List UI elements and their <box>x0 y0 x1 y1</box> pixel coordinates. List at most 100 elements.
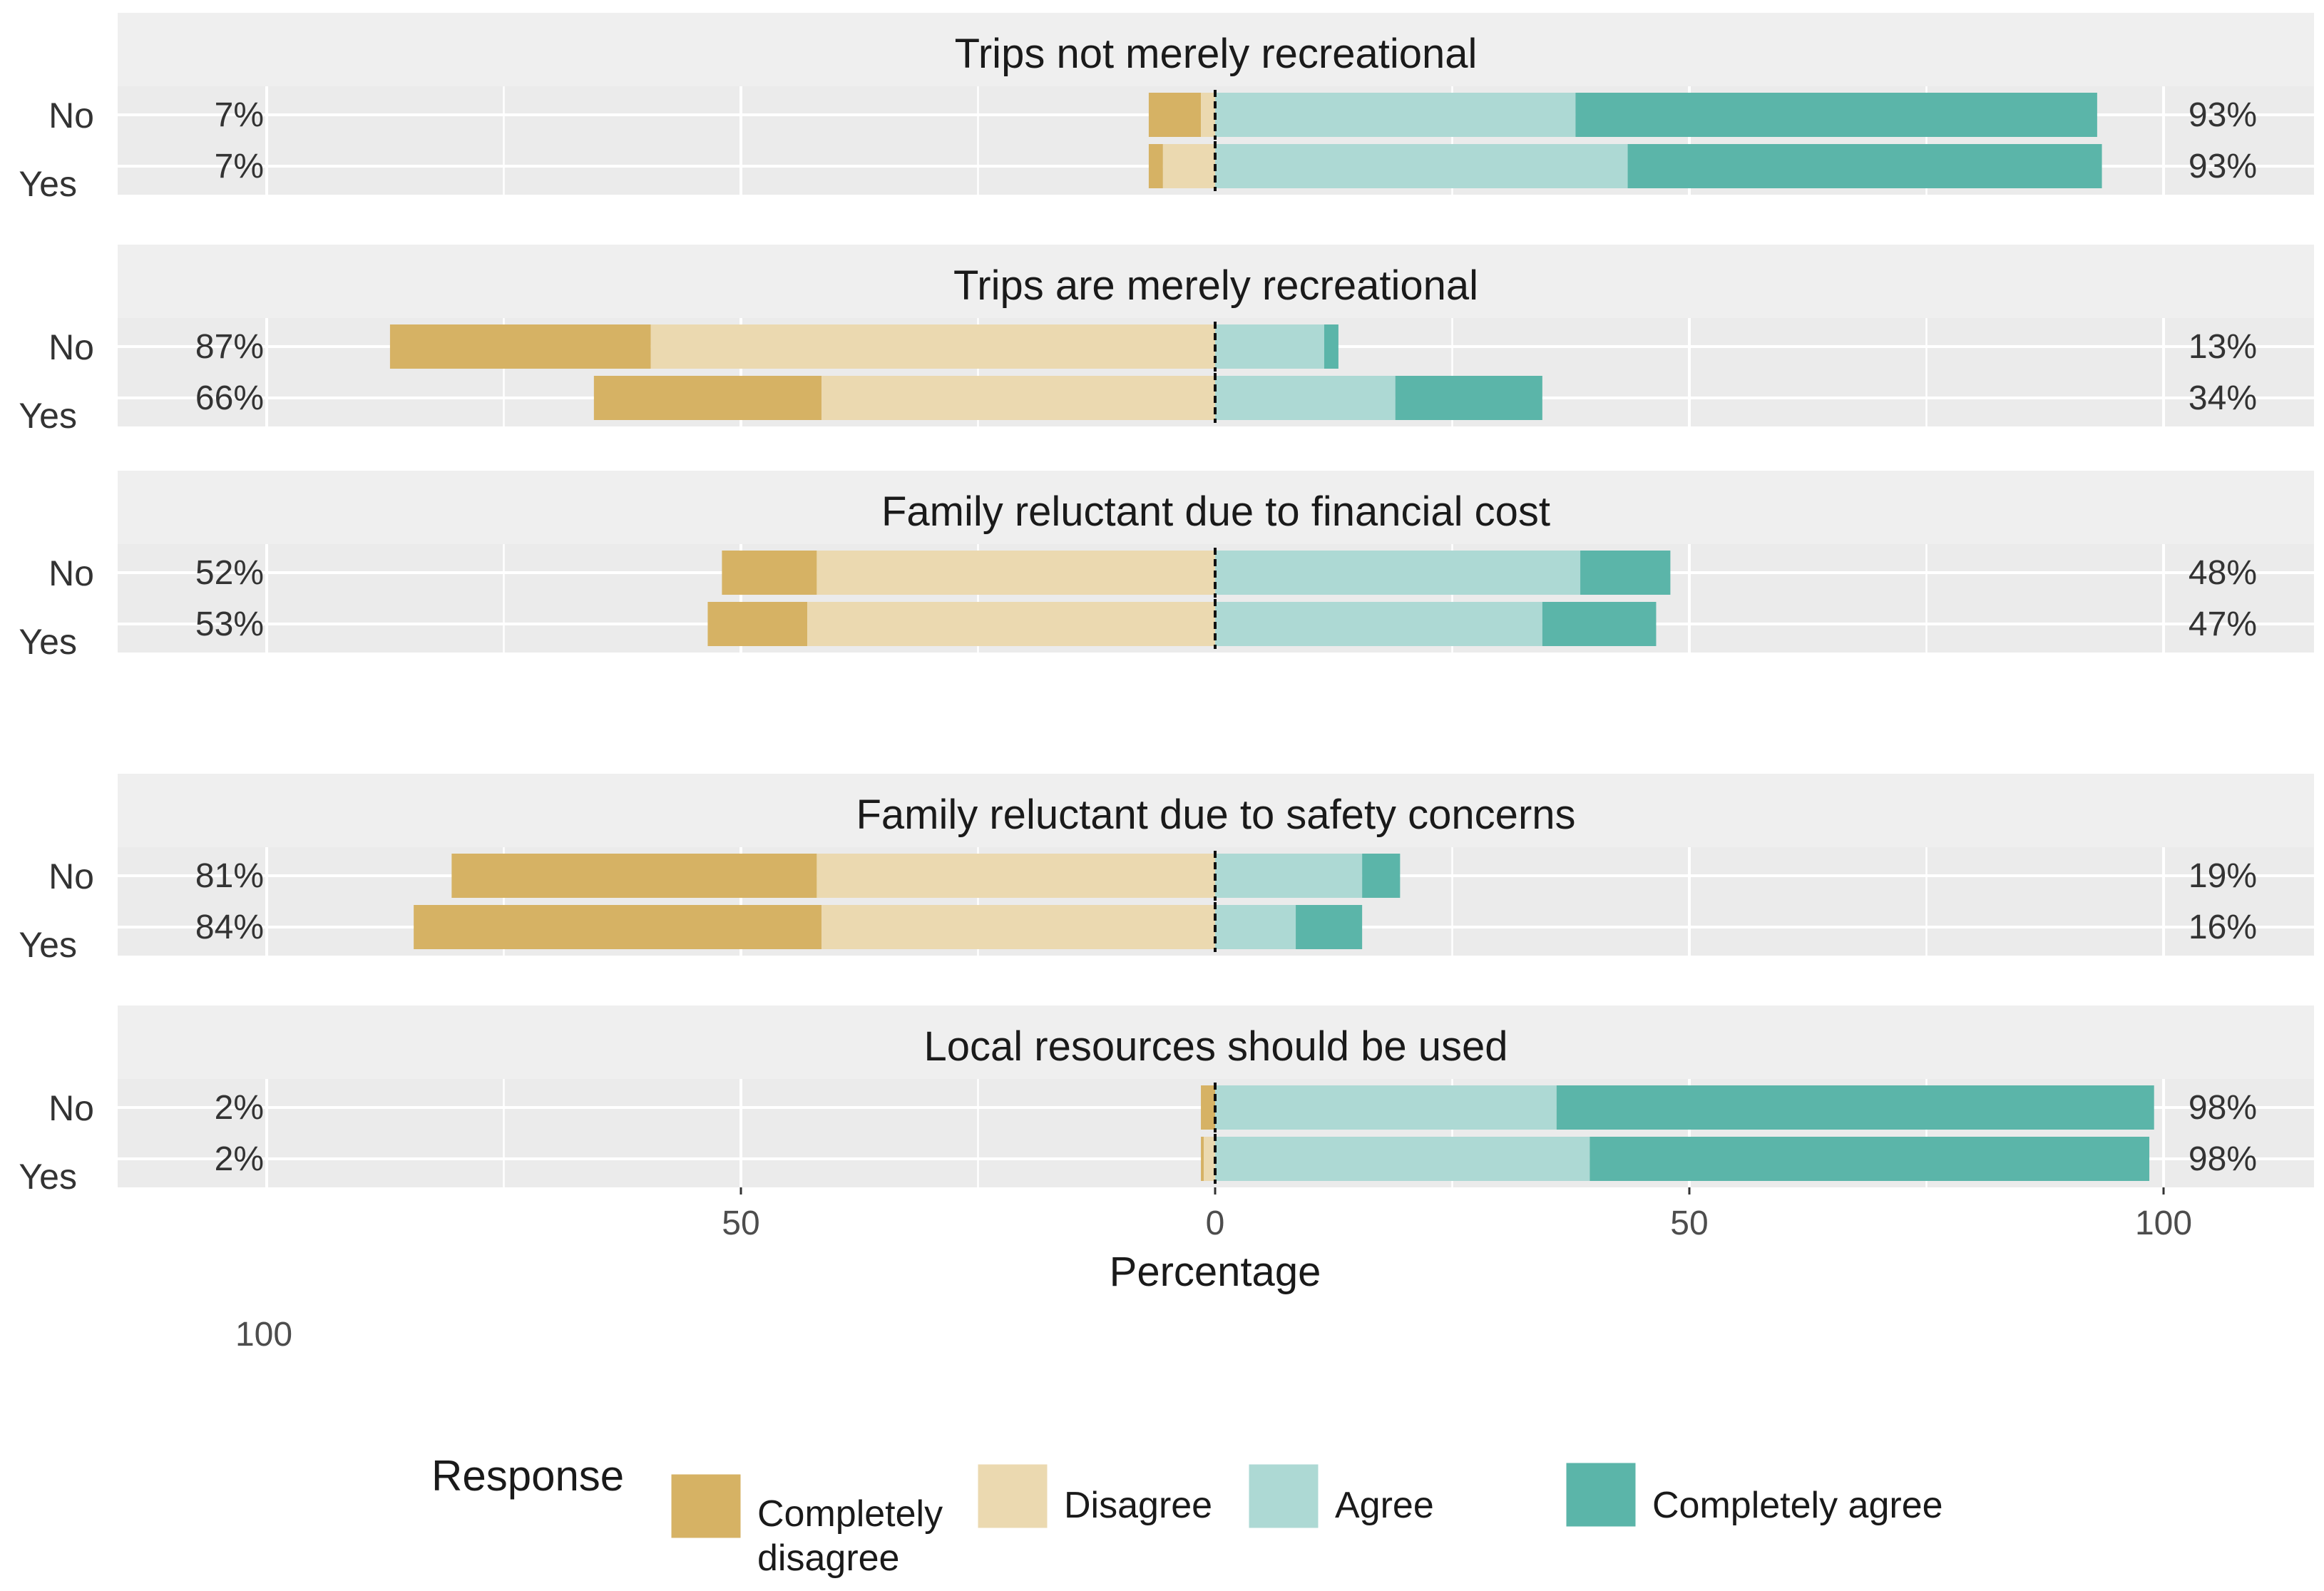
bar-row: 52% 48% No <box>48 548 2257 598</box>
legend-label: Completely agree <box>1652 1485 1943 1526</box>
right-percent-label: 98% <box>2189 1089 2257 1127</box>
bar-segment-completely-disagree <box>1148 93 1202 137</box>
legend-label: Agree <box>1335 1485 1434 1526</box>
row-label: Yes <box>19 164 77 204</box>
bar-segment-agree <box>1215 93 1576 137</box>
legend-swatch <box>1564 1460 1638 1529</box>
bar-row: 66% 34% Yes <box>19 373 2257 436</box>
right-percent-label: 93% <box>2189 148 2257 185</box>
left-percent-label: 81% <box>195 857 264 895</box>
bar-segment-completely-disagree <box>593 376 822 420</box>
bar-segment-completely-agree <box>1590 1137 2150 1181</box>
facet-strip <box>118 13 2314 86</box>
facet-title: Local resources should be used <box>924 1023 1508 1070</box>
row-label: No <box>48 856 94 896</box>
bar-segment-disagree <box>650 324 1215 369</box>
legend-label: Completely <box>757 1493 943 1535</box>
bar-segment-completely-agree <box>1542 602 1657 646</box>
bar-segment-completely-disagree <box>1201 1137 1204 1181</box>
bar-row: 87% 13% No <box>48 322 2257 372</box>
legend-label: disagree <box>757 1538 899 1579</box>
bar-segment-completely-agree <box>1362 854 1401 898</box>
bar-segment-agree <box>1215 1137 1590 1181</box>
bar-row: 81% 19% No <box>48 851 2257 901</box>
row-label: No <box>48 96 94 135</box>
legend-title: Response <box>431 1452 624 1500</box>
bar-row: 84% 16% Yes <box>19 902 2257 965</box>
facet-panels: Trips not merely recreational 7% 93% No 7% 93… <box>19 13 2314 1197</box>
bar-segment-completely-disagree <box>1148 144 1163 188</box>
stray-tick-label: 100 <box>235 1316 292 1354</box>
row-label: Yes <box>19 1157 77 1197</box>
bar-segment-completely-agree <box>1296 905 1363 949</box>
row-label: No <box>48 553 94 593</box>
bar-segment-agree <box>1215 551 1581 595</box>
facet-title: Trips are merely recreational <box>953 262 1478 309</box>
bar-segment-completely-disagree <box>1201 1085 1215 1130</box>
legend-item: Disagree <box>976 1462 1212 1530</box>
bar-segment-completely-disagree <box>451 854 817 898</box>
right-percent-label: 47% <box>2189 605 2257 643</box>
left-percent-label: 2% <box>215 1089 264 1127</box>
left-percent-label: 2% <box>215 1140 264 1178</box>
x-axis-title: Percentage <box>1110 1249 1321 1295</box>
legend-item: Completely agree <box>1564 1460 1943 1529</box>
facet-panel: Trips not merely recreational 7% 93% No 7% 93… <box>19 13 2314 204</box>
row-label: Yes <box>19 925 77 965</box>
bar-segment-completely-disagree <box>389 324 651 369</box>
x-axis: 50 0 50 100 Percentage 100 <box>235 1187 2192 1354</box>
bar-row: 53% 47% Yes <box>19 599 2257 662</box>
x-tick-label: 50 <box>722 1204 759 1242</box>
bar-segment-completely-disagree <box>414 905 822 949</box>
bar-segment-completely-disagree <box>707 602 808 646</box>
facet-title: Family reluctant due to safety concerns <box>856 792 1575 838</box>
left-percent-label: 87% <box>195 328 264 366</box>
bar-segment-completely-agree <box>1556 1085 2154 1130</box>
bar-segment-completely-agree <box>1324 324 1338 369</box>
bar-segment-completely-agree <box>1580 551 1671 595</box>
bar-row: 7% 93% Yes <box>19 141 2257 204</box>
bar-segment-completely-agree <box>1627 144 2102 188</box>
bar-segment-agree <box>1215 854 1363 898</box>
right-percent-label: 93% <box>2189 96 2257 134</box>
right-percent-label: 16% <box>2189 909 2257 946</box>
legend-swatch <box>669 1472 743 1540</box>
bar-segment-agree <box>1215 376 1396 420</box>
bar-row: 7% 93% No <box>48 90 2257 140</box>
right-percent-label: 13% <box>2189 328 2257 366</box>
legend-label: Disagree <box>1064 1485 1212 1526</box>
bar-segment-agree <box>1215 602 1542 646</box>
row-label: Yes <box>19 622 77 662</box>
facet-title: Trips not merely recreational <box>955 31 1478 77</box>
row-label: Yes <box>19 396 77 436</box>
bar-row: 2% 98% No <box>48 1083 2257 1132</box>
x-tick-label: 100 <box>2135 1204 2192 1242</box>
right-percent-label: 48% <box>2189 554 2257 592</box>
facet-strip <box>118 471 2314 544</box>
bar-segment-disagree <box>1204 1137 1215 1181</box>
bar-segment-completely-disagree <box>722 551 817 595</box>
right-percent-label: 19% <box>2189 857 2257 895</box>
bar-segment-disagree <box>817 854 1215 898</box>
bar-segment-agree <box>1215 1085 1557 1130</box>
legend-item: Agree <box>1247 1462 1434 1530</box>
bar-segment-disagree <box>821 376 1215 420</box>
x-tick-label: 50 <box>1670 1204 1708 1242</box>
x-tick-label: 0 <box>1206 1204 1225 1242</box>
facet-panel: Local resources should be used 2% 98% No 2% 9… <box>19 1006 2314 1197</box>
left-percent-label: 7% <box>215 148 264 185</box>
bar-segment-agree <box>1215 905 1296 949</box>
facet-panel: Family reluctant due to financial cost 52… <box>19 471 2314 662</box>
bar-segment-disagree <box>1162 144 1215 188</box>
bar-segment-completely-agree <box>1575 93 2097 137</box>
bar-segment-disagree <box>1201 93 1215 137</box>
right-percent-label: 34% <box>2189 379 2257 417</box>
left-percent-label: 52% <box>195 554 264 592</box>
bar-segment-agree <box>1215 324 1324 369</box>
legend-swatch <box>976 1462 1050 1530</box>
bar-segment-agree <box>1215 144 1628 188</box>
left-percent-label: 84% <box>195 909 264 946</box>
